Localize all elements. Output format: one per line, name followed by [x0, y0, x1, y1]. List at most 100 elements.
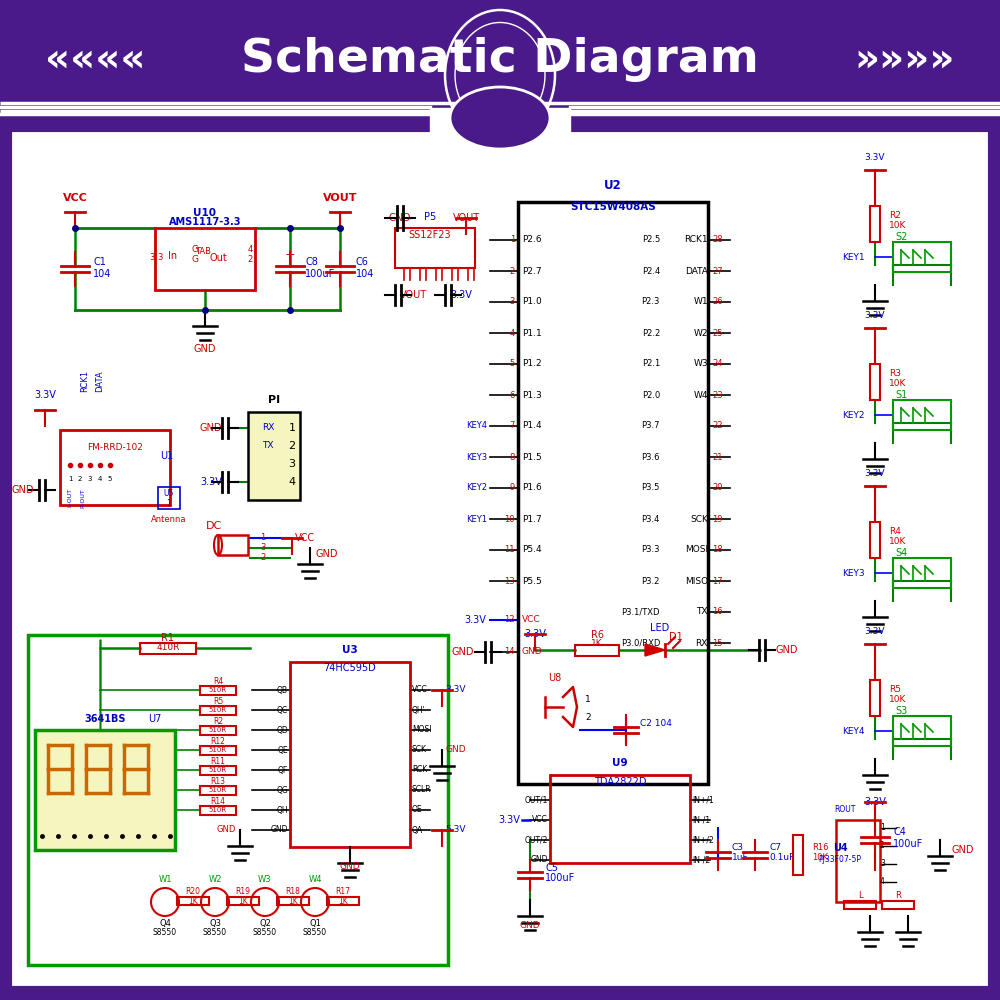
Text: S1: S1 — [895, 390, 907, 400]
Text: 17: 17 — [712, 576, 723, 585]
Text: 12: 12 — [505, 615, 515, 624]
Text: ««««: «««« — [45, 41, 145, 79]
Text: L-OUT: L-OUT — [68, 488, 72, 507]
Bar — [200, 726, 236, 735]
Text: P5.4: P5.4 — [522, 546, 542, 554]
Bar — [290, 662, 410, 847]
Text: GND: GND — [530, 856, 548, 864]
Text: 28: 28 — [712, 235, 723, 244]
Text: 1: 1 — [510, 235, 515, 244]
Text: P3.1/TXD: P3.1/TXD — [622, 607, 660, 616]
Text: IN-/1: IN-/1 — [692, 816, 710, 824]
Text: 22: 22 — [712, 422, 722, 430]
Text: W2: W2 — [208, 876, 222, 884]
Text: PJ33F07-5P: PJ33F07-5P — [818, 856, 862, 864]
Bar — [575, 645, 619, 656]
Text: TDA2822D: TDA2822D — [594, 777, 646, 787]
Text: GND: GND — [445, 746, 466, 754]
Text: 1K: 1K — [238, 896, 248, 906]
Text: TAB: TAB — [195, 247, 211, 256]
Bar — [200, 766, 236, 775]
Text: Q1: Q1 — [309, 919, 321, 928]
Text: R19: R19 — [236, 886, 250, 896]
Polygon shape — [645, 644, 665, 656]
Text: P3.3: P3.3 — [642, 546, 660, 554]
Text: P2.1: P2.1 — [642, 360, 660, 368]
Text: P2.0: P2.0 — [642, 390, 660, 399]
Text: W2: W2 — [694, 328, 708, 338]
Text: IN+/2: IN+/2 — [692, 836, 714, 844]
Text: R2: R2 — [213, 718, 223, 726]
Text: P3.7: P3.7 — [642, 422, 660, 430]
Text: R5: R5 — [213, 698, 223, 706]
Bar — [882, 901, 914, 909]
Text: R-OUT: R-OUT — [80, 488, 86, 508]
Text: GND: GND — [194, 344, 216, 354]
Text: 510R: 510R — [209, 707, 227, 713]
Text: 510R: 510R — [209, 727, 227, 733]
Text: SCK: SCK — [412, 746, 427, 754]
Bar — [35, 730, 175, 850]
Text: KEY2: KEY2 — [842, 410, 865, 420]
Text: 10K: 10K — [889, 222, 906, 231]
Text: C2 104: C2 104 — [640, 720, 672, 728]
Bar — [327, 897, 359, 905]
Text: 1: 1 — [585, 696, 591, 704]
Text: P2.3: P2.3 — [642, 298, 660, 306]
Text: 3.3V: 3.3V — [464, 615, 486, 625]
Text: 1: 1 — [880, 824, 885, 832]
Text: P1.7: P1.7 — [522, 514, 542, 524]
Text: 1K: 1K — [288, 896, 298, 906]
Text: 15: 15 — [712, 639, 722, 648]
Text: 2: 2 — [248, 255, 253, 264]
Text: KEY1: KEY1 — [466, 514, 487, 524]
Bar — [893, 400, 951, 430]
Text: 14: 14 — [505, 648, 515, 656]
Text: VCC: VCC — [412, 686, 428, 694]
Ellipse shape — [450, 87, 550, 149]
Text: 4: 4 — [98, 476, 102, 482]
Text: RCK1: RCK1 — [80, 370, 90, 392]
Bar — [200, 686, 236, 695]
Text: KEY1: KEY1 — [842, 252, 865, 261]
Text: 11: 11 — [505, 546, 515, 554]
Bar — [870, 364, 880, 400]
Text: S4: S4 — [895, 548, 907, 558]
Bar — [140, 643, 196, 654]
Text: 3641BS: 3641BS — [84, 714, 126, 724]
Text: KEY3: KEY3 — [466, 452, 487, 462]
Text: R4: R4 — [889, 528, 901, 536]
Text: R13: R13 — [210, 778, 226, 786]
Bar — [0, 0, 1000, 120]
Text: SCLR: SCLR — [412, 786, 432, 794]
Text: 18: 18 — [712, 546, 723, 554]
Text: 3.3V: 3.3V — [34, 390, 56, 400]
Text: W1: W1 — [158, 876, 172, 884]
Bar — [893, 242, 951, 272]
Text: R16: R16 — [812, 844, 828, 852]
Text: R6: R6 — [590, 630, 604, 640]
Text: U3: U3 — [342, 645, 358, 655]
Text: In: In — [168, 251, 178, 261]
Bar — [200, 746, 236, 755]
Text: QF: QF — [278, 766, 288, 774]
Text: 74HC595D: 74HC595D — [324, 663, 376, 673]
Text: 1K: 1K — [338, 896, 348, 906]
Text: SCK: SCK — [690, 514, 708, 524]
Bar — [177, 897, 209, 905]
Text: QB: QB — [277, 686, 288, 694]
Text: ROUT: ROUT — [834, 805, 855, 814]
Text: 10K: 10K — [889, 379, 906, 388]
Text: Antenna: Antenna — [151, 515, 187, 524]
Text: 5.3V: 5.3V — [445, 826, 466, 834]
Text: KEY3: KEY3 — [842, 568, 865, 578]
Text: GND: GND — [12, 485, 34, 495]
Text: Out: Out — [209, 253, 227, 263]
Text: R11: R11 — [211, 758, 225, 766]
Text: 21: 21 — [712, 452, 722, 462]
Text: 3.3V: 3.3V — [450, 290, 472, 300]
Text: 104: 104 — [93, 269, 111, 279]
Text: P1.4: P1.4 — [522, 422, 542, 430]
Text: RCK: RCK — [412, 766, 427, 774]
Text: 2: 2 — [510, 266, 515, 275]
